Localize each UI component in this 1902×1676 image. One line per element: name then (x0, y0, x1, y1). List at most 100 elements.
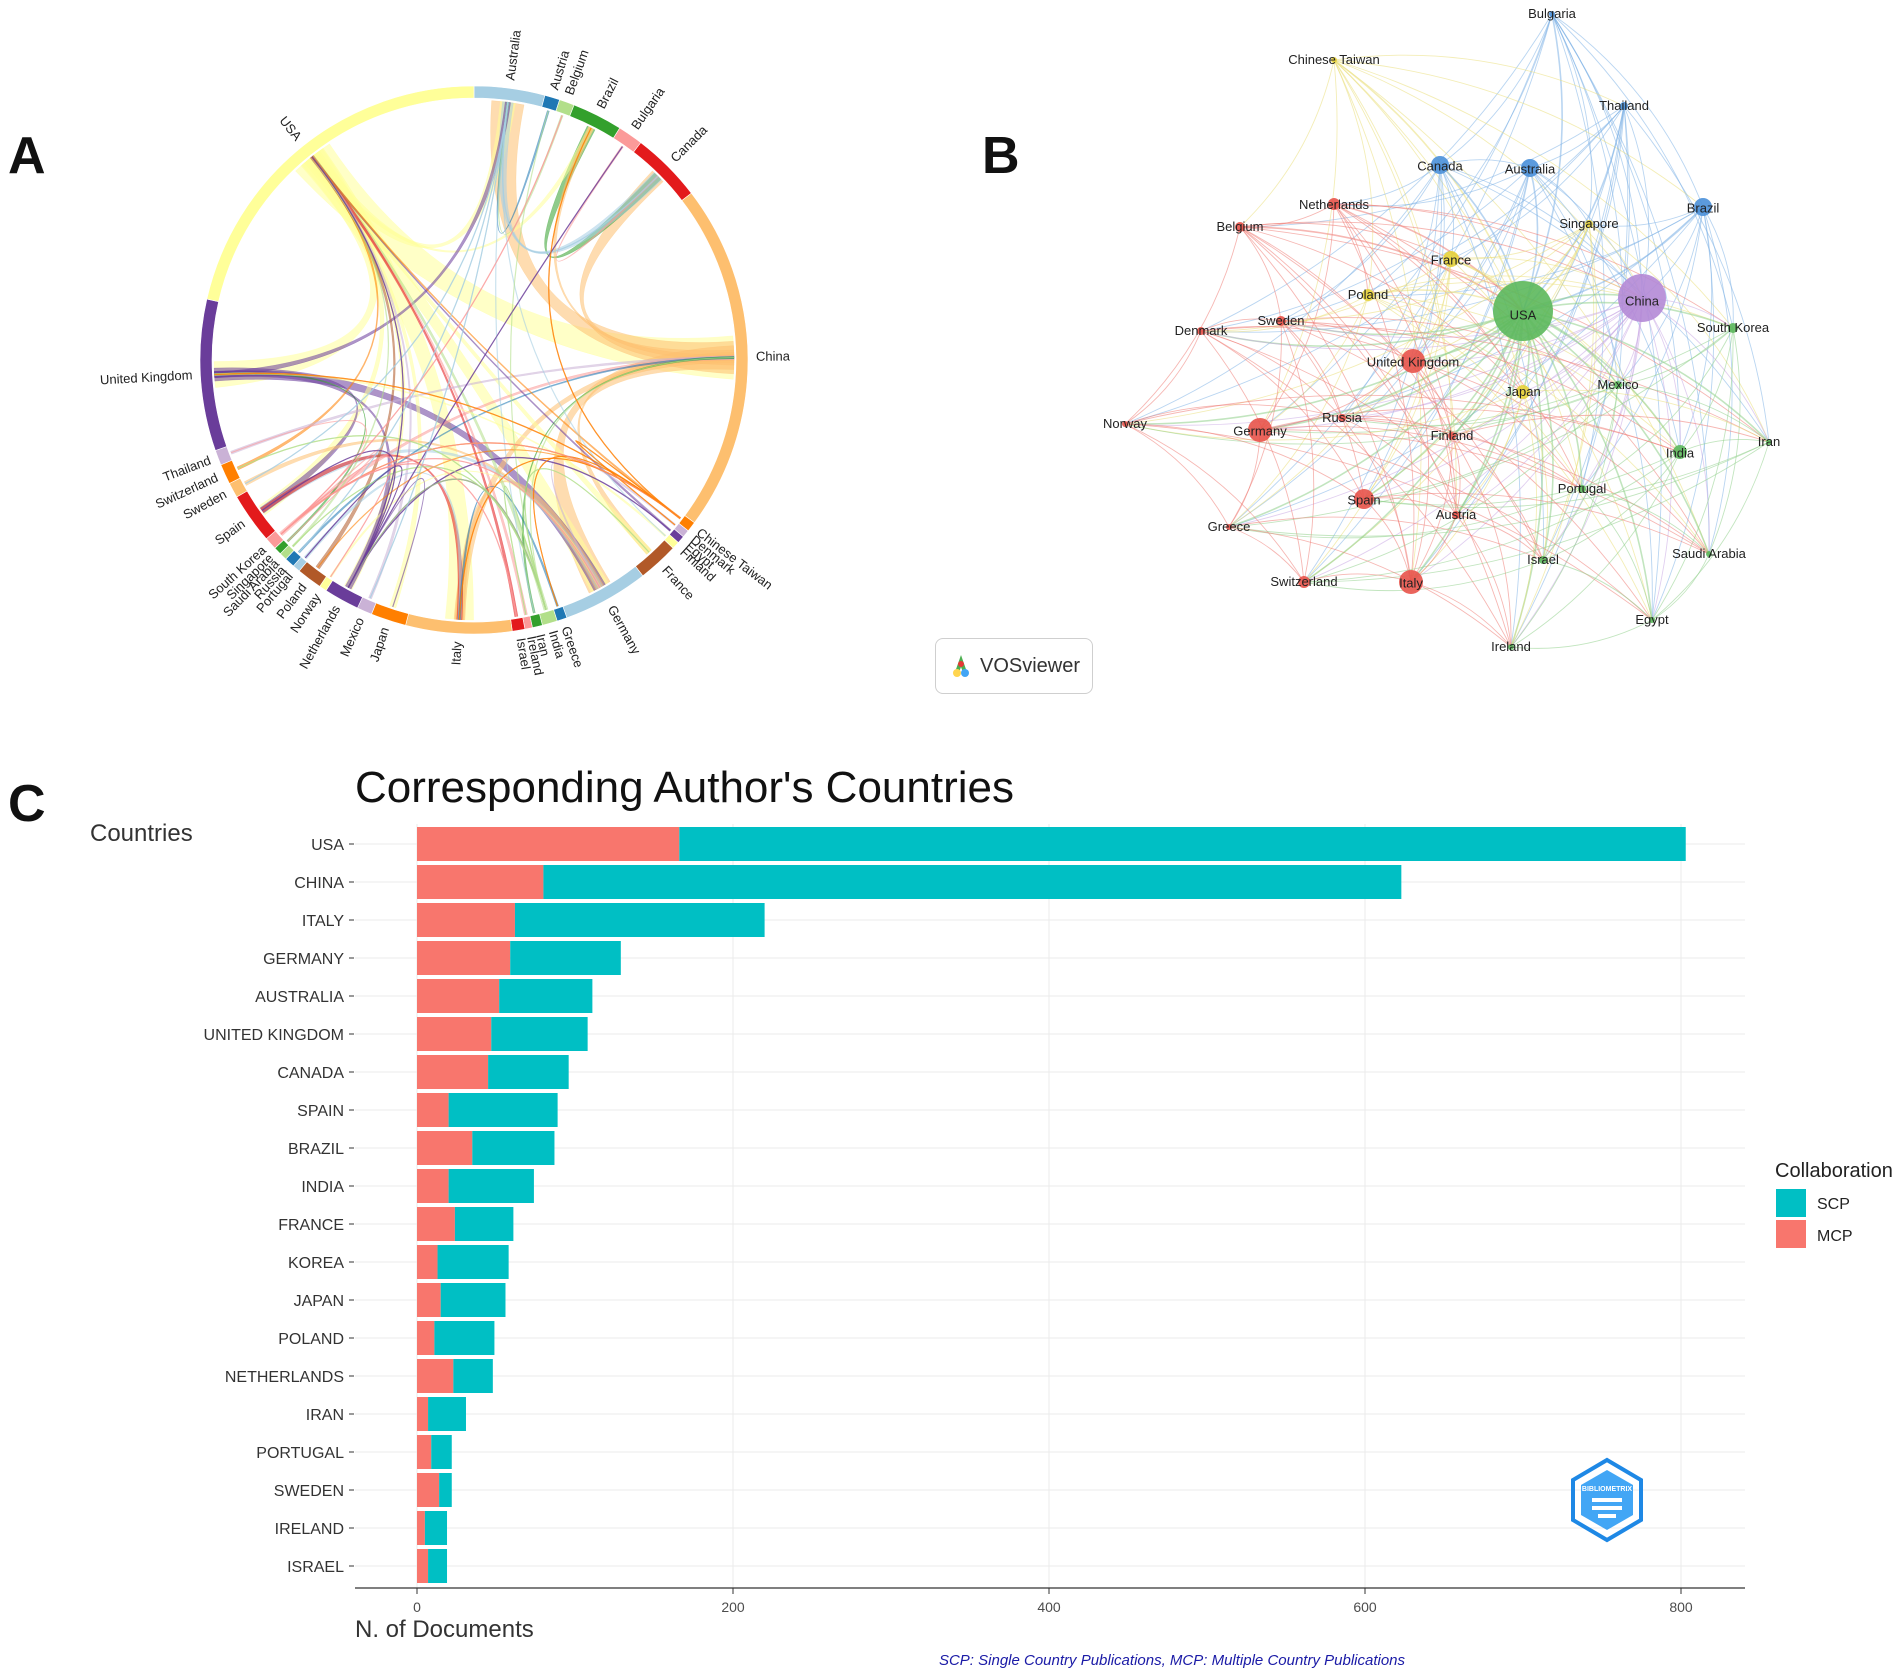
network-link-45 (1439, 164, 1455, 260)
network-link-274 (1542, 559, 1653, 621)
network-node-france (1443, 251, 1459, 267)
network-link-44 (1333, 164, 1441, 205)
network-node-australia (1521, 159, 1539, 177)
bar-mcp-portugal (417, 1435, 432, 1469)
bar-grid (355, 824, 1745, 1588)
network-link-249 (1451, 435, 1544, 561)
network-link-160 (1303, 310, 1524, 583)
network-node-netherlands (1328, 198, 1340, 210)
network-link-205 (1679, 327, 1734, 453)
network-link-209 (1651, 327, 1734, 621)
category-label-germany: GERMANY (263, 951, 344, 968)
network-label-greece: Greece (1208, 519, 1251, 534)
bar-mcp-france (417, 1207, 455, 1241)
chord-thread-50 (298, 102, 509, 553)
network-link-277 (1410, 581, 1512, 648)
bar-scp-australia (499, 979, 593, 1013)
network-link-265 (1363, 492, 1710, 555)
chord-thread-39 (280, 456, 393, 578)
category-label-spain: SPAIN (297, 1103, 344, 1120)
network-label-mexico: Mexico (1597, 377, 1638, 392)
network-link-18 (1333, 59, 1374, 296)
bar-scp-netherlands (453, 1359, 493, 1393)
network-link-223 (1510, 391, 1538, 648)
bar-category-labels: USA CHINA ITALY GERMANY AUSTRALIA UNITED KING… (204, 837, 354, 1576)
bar-mcp-brazil (417, 1131, 473, 1165)
chord-ribbon-45 (214, 372, 667, 538)
bar-scp-spain (448, 1093, 558, 1127)
network-link-69 (1529, 167, 1653, 621)
network-label-spain: Spain (1347, 492, 1380, 507)
network-link-271 (1228, 526, 1305, 583)
network-link-47 (1439, 164, 1643, 299)
network-nodes (1122, 11, 1772, 650)
network-link-193 (1200, 330, 1305, 583)
network-link-1 (1551, 13, 1704, 208)
chart-title: Corresponding Author's Countries (355, 763, 1014, 812)
network-link-181 (1641, 297, 1710, 555)
network-node-italy (1399, 570, 1423, 594)
chord-arc-usa (206, 85, 475, 303)
network-link-251 (1451, 435, 1512, 648)
network-link-203 (1617, 327, 1734, 386)
network-link-177 (1363, 297, 1643, 500)
network-link-187 (1200, 326, 1414, 362)
network-link-133 (1367, 281, 1734, 329)
chord-ribbon-22 (553, 126, 735, 361)
category-label-japan: JAPAN (294, 1293, 344, 1310)
network-link-253 (1363, 451, 1681, 506)
panel-letter-a: A (8, 127, 46, 185)
category-label-france: FRANCE (278, 1217, 344, 1234)
legend-label-mcp: MCP (1817, 1228, 1853, 1245)
network-link-161 (1410, 310, 1524, 583)
network-link-34 (1280, 105, 1625, 322)
network-link-246 (1341, 417, 1412, 583)
network-label-ireland: Ireland (1491, 639, 1531, 654)
network-node-norway (1122, 421, 1128, 427)
network-node-switzerland (1298, 576, 1310, 588)
bar-tick-labels: 0 200 400 600 800 (355, 1587, 1745, 1615)
network-link-191 (1200, 330, 1365, 500)
bar-mcp-italy (417, 903, 515, 937)
network-link-55 (1303, 164, 1441, 583)
network-link-273 (1303, 559, 1544, 592)
bar-scp-france (454, 1207, 514, 1241)
bar-mcp-australia (417, 979, 500, 1013)
category-label-united-kingdom: UNITED KINGDOM (204, 1027, 344, 1044)
network-link-75 (1702, 206, 1734, 329)
network-node-saudi-arabia (1706, 551, 1712, 557)
network-link-182 (1303, 297, 1643, 583)
network-link-41 (1410, 105, 1625, 583)
network-link-165 (1280, 297, 1643, 339)
y-axis-title: Countries (90, 820, 193, 847)
network-label-thailand: Thailand (1599, 98, 1649, 113)
network-link-157 (1228, 310, 1524, 528)
bar-mcp-india (417, 1169, 449, 1203)
network-link-164 (1200, 297, 1643, 351)
network-link-247 (1451, 414, 1770, 443)
network-link-68 (1303, 167, 1531, 583)
network-link-100 (1124, 226, 1241, 425)
network-link-258 (1228, 441, 1770, 537)
bar-rects (417, 827, 1686, 1583)
bibliometrix-logo: BIBLIOMETRIX (1571, 1457, 1643, 1543)
x-tick-label-400: 400 (1037, 1599, 1061, 1615)
bar-mcp-china (417, 865, 544, 899)
network-label-belgium: Belgium (1217, 219, 1264, 234)
panel-letter-b: B (982, 127, 1020, 185)
bar-scp-india (448, 1169, 534, 1203)
chord-thread-35 (502, 102, 659, 254)
network-link-196 (1280, 317, 1619, 386)
network-node-iran (1766, 439, 1772, 445)
chord-thread-25 (495, 102, 535, 614)
network-link-135 (1259, 294, 1369, 431)
network-node-china (1618, 274, 1666, 322)
network-node-mexico (1614, 381, 1622, 389)
network-link-43 (1439, 159, 1531, 169)
network-label-portugal: Portugal (1558, 481, 1607, 496)
bar-scp-israel (428, 1549, 448, 1583)
x-axis-title: N. of Documents (355, 1616, 534, 1643)
bar-mcp-iran (417, 1397, 429, 1431)
bar-scp-china (543, 865, 1402, 899)
network-link-229 (1303, 384, 1619, 583)
